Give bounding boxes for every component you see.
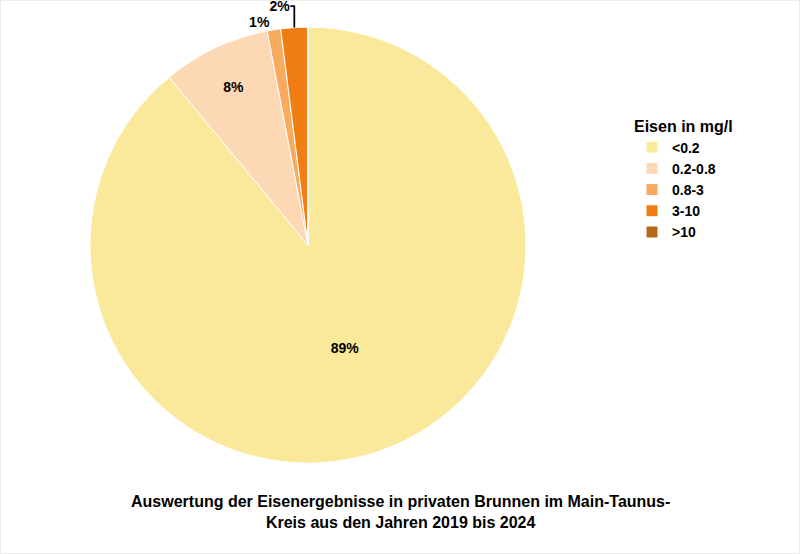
svg-text:1%: 1% [249, 14, 270, 30]
svg-text:3-10: 3-10 [672, 203, 700, 219]
svg-text:Eisen in mg/l: Eisen in mg/l [634, 118, 733, 135]
svg-text:8%: 8% [223, 79, 244, 95]
svg-text:0.2-0.8: 0.2-0.8 [672, 161, 716, 177]
svg-text:0.8-3: 0.8-3 [672, 182, 704, 198]
svg-text:2%: 2% [270, 0, 291, 14]
svg-text:Auswertung der Eisenergebnisse: Auswertung der Eisenergebnisse in privat… [131, 493, 670, 531]
svg-text:89%: 89% [331, 340, 360, 356]
svg-text:>10: >10 [672, 224, 696, 240]
svg-text:<0.2: <0.2 [672, 140, 700, 156]
